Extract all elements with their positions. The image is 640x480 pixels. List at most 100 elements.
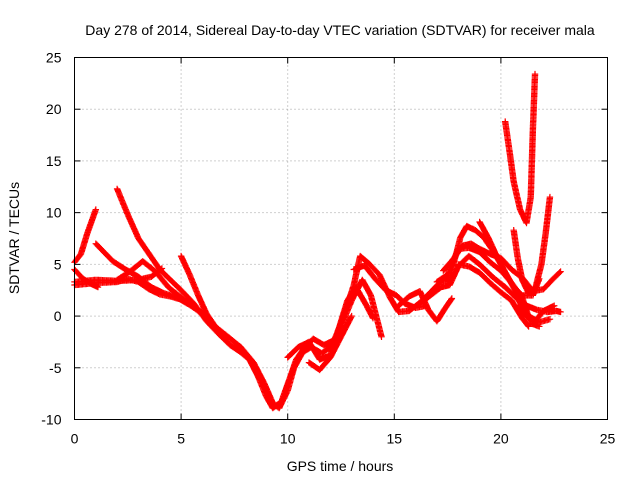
series-arc-16 [440, 240, 564, 295]
data-point-marks [525, 323, 532, 330]
data-point-marks [433, 305, 448, 325]
data-point-marks [548, 269, 563, 284]
data-point-marks [371, 275, 389, 293]
data-point-marks [538, 231, 549, 268]
y-tick-label: 15 [46, 153, 62, 169]
data-point-marks [276, 388, 291, 412]
data-point-marks [487, 279, 504, 295]
data-point-marks [84, 207, 99, 237]
data-point-marks [224, 333, 243, 350]
data-point-marks [113, 185, 131, 217]
data-point-marks [305, 338, 323, 362]
data-point-marks [546, 193, 554, 201]
data-point-marks [92, 240, 116, 264]
data-point-marks [502, 283, 521, 302]
data-point-marks [527, 128, 536, 201]
data-point-marks [493, 252, 508, 275]
data-point-marks [523, 195, 534, 227]
data-point-marks [145, 250, 163, 272]
data-point-marks [557, 268, 564, 275]
data-point-marks [261, 380, 276, 405]
data-point-marks [427, 284, 444, 299]
data-point-marks [519, 314, 531, 329]
data-point-marks [335, 298, 351, 332]
series-arc-20 [514, 302, 558, 325]
data-point-marks [203, 310, 218, 329]
data-point-marks [510, 227, 521, 261]
data-point-marks [361, 262, 378, 281]
data-point-marks [92, 206, 100, 213]
y-axis-label: SDTVAR / TECUs [6, 182, 22, 294]
x-tick-label: 0 [71, 431, 79, 447]
data-point-marks [489, 273, 508, 290]
data-point-marks [395, 294, 412, 309]
data-point-marks [367, 292, 385, 339]
data-point-marks [378, 333, 385, 340]
data-point-marks [318, 344, 333, 357]
data-point-marks [139, 258, 158, 274]
x-axis-label: GPS time / hours [287, 458, 394, 474]
data-point-marks [327, 334, 344, 361]
data-point-marks [386, 294, 402, 314]
plot-frame [74, 57, 608, 420]
y-tick-label: 20 [46, 101, 62, 117]
chart-title: Day 278 of 2014, Sidereal Day-to-day VTE… [85, 22, 595, 38]
data-point-marks [113, 269, 132, 284]
data-point-marks [250, 359, 267, 386]
data-point-marks [510, 178, 523, 212]
data-point-marks [290, 350, 306, 371]
data-point-marks [476, 261, 495, 279]
series-arc-1 [71, 206, 100, 266]
data-point-marks [502, 118, 513, 153]
data-point-marks [476, 218, 491, 240]
data-point-marks [135, 273, 154, 290]
data-point-marks [195, 292, 210, 316]
data-point-marks [337, 314, 355, 340]
data-point-marks [237, 343, 256, 365]
data-point-marks [365, 260, 382, 277]
data-point-marks [542, 195, 553, 237]
data-point-marks [148, 283, 167, 296]
data-point-marks [487, 259, 503, 273]
data-point-marks [472, 227, 486, 240]
x-tick-label: 5 [177, 431, 185, 447]
y-tick-label: 25 [46, 50, 62, 66]
data-point-marks [536, 323, 543, 330]
data-point-marks [540, 277, 555, 293]
data-point-marks [502, 269, 517, 290]
data-point-marks [160, 290, 179, 301]
data-point-marks [316, 355, 333, 374]
x-tick-label: 10 [280, 431, 296, 447]
data-point-marks [531, 308, 546, 325]
data-point-marks [484, 234, 500, 258]
data-point-marks [529, 72, 539, 134]
series-arc-15 [455, 261, 532, 330]
data-series [71, 70, 564, 412]
data-point-marks [177, 294, 196, 311]
data-point-marks [363, 302, 376, 321]
data-point-marks [284, 365, 297, 394]
data-point-marks [557, 308, 564, 316]
data-point-marks [446, 264, 461, 289]
data-point-marks [457, 224, 470, 241]
data-point-marks [531, 70, 539, 78]
series-arc-19 [510, 193, 554, 297]
data-point-marks [135, 235, 152, 257]
data-point-marks [531, 262, 545, 293]
y-tick-label: -10 [41, 412, 61, 428]
data-point-marks [497, 289, 514, 303]
data-point-marks [465, 252, 482, 267]
data-point-marks [177, 252, 193, 277]
data-point-marks [448, 295, 456, 302]
data-point-marks [510, 283, 525, 298]
data-point-marks [476, 269, 493, 286]
data-point-marks [369, 314, 377, 322]
data-point-marks [156, 266, 173, 283]
data-point-marks [359, 276, 374, 298]
data-point-marks [135, 278, 152, 292]
data-point-marks [177, 287, 197, 306]
data-point-marks [440, 256, 457, 274]
data-point-marks [465, 263, 482, 276]
data-point-marks [167, 276, 184, 293]
